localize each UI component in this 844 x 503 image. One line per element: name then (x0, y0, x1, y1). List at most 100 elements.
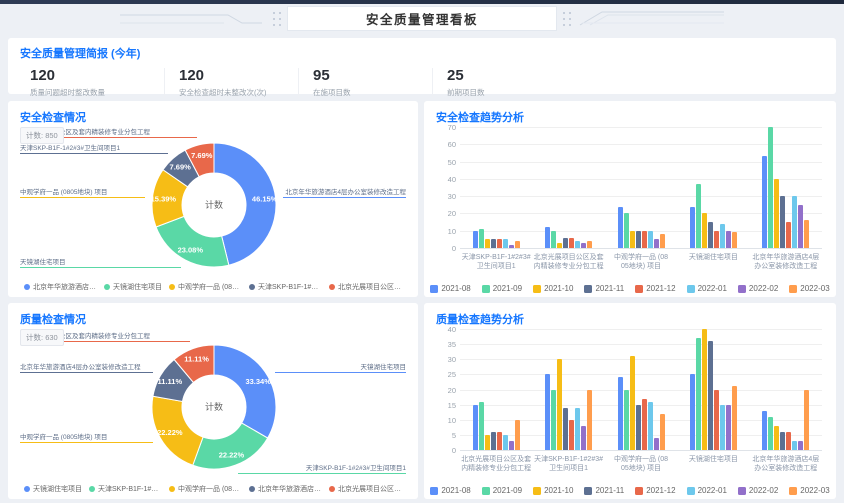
legend-item[interactable]: 2022-03 (789, 486, 830, 495)
bar[interactable] (629, 230, 635, 248)
bar[interactable] (502, 239, 508, 248)
bar[interactable] (563, 407, 569, 450)
legend-item[interactable]: 2021-12 (635, 486, 676, 495)
bar[interactable] (623, 389, 629, 450)
bar[interactable] (719, 223, 725, 248)
bar[interactable] (569, 237, 575, 248)
legend-item[interactable]: 北京光展项目公区及套内精装修专业分包工程 (329, 282, 402, 292)
bar[interactable] (641, 398, 647, 450)
pie-slice[interactable] (184, 142, 215, 178)
legend-item[interactable]: 2021-10 (533, 284, 573, 293)
bar[interactable] (689, 206, 695, 248)
bar[interactable] (484, 434, 490, 450)
bar[interactable] (557, 242, 563, 248)
bar[interactable] (647, 401, 653, 450)
legend-item[interactable]: 天镜湖住宅项目 (104, 282, 162, 292)
legend-item[interactable]: 北京年华旅游酒店4层办公室装修改造工程 (249, 484, 322, 494)
bar[interactable] (575, 407, 581, 450)
bar[interactable] (731, 232, 737, 248)
bar[interactable] (719, 404, 725, 450)
bar[interactable] (713, 230, 719, 248)
bar[interactable] (804, 389, 810, 450)
bar[interactable] (659, 234, 665, 248)
bar[interactable] (545, 227, 551, 248)
bar[interactable] (581, 425, 587, 450)
legend-item[interactable]: 2022-01 (686, 486, 727, 495)
bar[interactable] (551, 230, 557, 248)
legend-item[interactable]: 天津SKP-B1F-1#2#3#卫生间项目1 (89, 484, 162, 494)
bar[interactable] (701, 329, 707, 450)
bar[interactable] (641, 230, 647, 248)
bar[interactable] (798, 440, 804, 450)
legend-item[interactable]: 2022-02 (737, 284, 778, 293)
bar[interactable] (617, 206, 623, 248)
bar[interactable] (792, 196, 798, 248)
bar[interactable] (490, 239, 496, 248)
bar[interactable] (701, 213, 707, 248)
bar[interactable] (587, 241, 593, 248)
bar[interactable] (725, 230, 731, 248)
bar[interactable] (774, 178, 780, 248)
bar[interactable] (623, 213, 629, 248)
bar[interactable] (472, 230, 478, 248)
bar[interactable] (587, 389, 593, 450)
bar[interactable] (575, 241, 581, 248)
bar[interactable] (786, 222, 792, 248)
bar[interactable] (774, 425, 780, 450)
bar[interactable] (725, 404, 731, 450)
bar[interactable] (804, 220, 810, 248)
pie-slice[interactable] (213, 142, 277, 266)
bar[interactable] (545, 374, 551, 450)
bar[interactable] (569, 419, 575, 450)
bar[interactable] (557, 359, 563, 450)
bar[interactable] (490, 431, 496, 450)
bar[interactable] (695, 184, 701, 248)
bar[interactable] (617, 377, 623, 450)
bar[interactable] (496, 239, 502, 248)
legend-item[interactable]: 2021-12 (635, 284, 676, 293)
legend-item[interactable]: 天镜湖住宅项目 (24, 484, 82, 494)
bar[interactable] (581, 242, 587, 248)
legend-item[interactable]: 2021-08 (430, 284, 471, 293)
bar[interactable] (792, 440, 798, 450)
legend-item[interactable]: 2022-01 (686, 284, 727, 293)
bar[interactable] (707, 222, 713, 248)
bar[interactable] (508, 244, 514, 248)
legend-item[interactable]: 北京年华旅游酒店4层办公室装修改造工程 (24, 282, 97, 292)
legend-item[interactable]: 2021-08 (430, 486, 471, 495)
bar[interactable] (563, 237, 569, 248)
bar[interactable] (659, 413, 665, 450)
bar[interactable] (472, 404, 478, 450)
legend-item[interactable]: 2021-09 (481, 486, 522, 495)
bar[interactable] (798, 204, 804, 248)
bar[interactable] (762, 410, 768, 450)
bar[interactable] (551, 389, 557, 450)
bar[interactable] (713, 389, 719, 450)
bar[interactable] (502, 434, 508, 450)
bar[interactable] (508, 440, 514, 450)
bar[interactable] (635, 404, 641, 450)
bar[interactable] (484, 239, 490, 248)
pie-slice[interactable] (173, 344, 215, 384)
bar[interactable] (768, 127, 774, 248)
bar[interactable] (780, 431, 786, 450)
pie-slice[interactable] (213, 344, 277, 439)
bar[interactable] (478, 228, 484, 248)
bar[interactable] (496, 431, 502, 450)
bar[interactable] (731, 386, 737, 450)
bar[interactable] (647, 230, 653, 248)
bar[interactable] (780, 196, 786, 248)
bar[interactable] (514, 241, 520, 248)
legend-item[interactable]: 2022-03 (789, 284, 830, 293)
bar[interactable] (707, 341, 713, 450)
legend-item[interactable]: 2021-10 (533, 486, 573, 495)
bar[interactable] (689, 374, 695, 450)
bar[interactable] (653, 239, 659, 248)
legend-item[interactable]: 2022-02 (737, 486, 778, 495)
legend-item[interactable]: 天津SKP-B1F-1#2#3#卫生间项目1 (249, 282, 322, 292)
bar[interactable] (653, 437, 659, 450)
bar[interactable] (762, 156, 768, 248)
legend-item[interactable]: 中观学府一品 (0805地块) 项目 (169, 282, 242, 292)
bar[interactable] (695, 338, 701, 450)
bar[interactable] (786, 431, 792, 450)
